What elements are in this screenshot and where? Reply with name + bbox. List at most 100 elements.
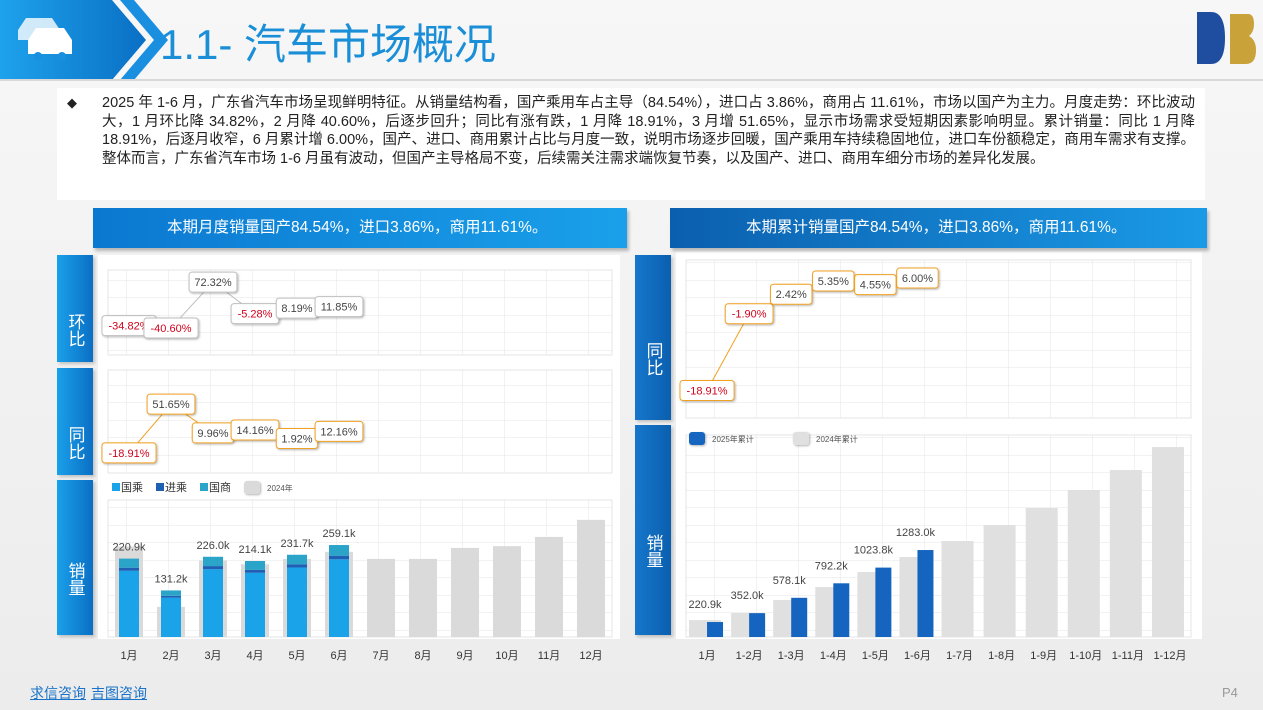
bar-segment xyxy=(707,622,724,637)
data-label: 578.1k xyxy=(773,575,807,587)
summary-text: 2025 年 1-6 月，广东省汽车市场呈现鲜明特征。从销量结构看，国产乘用车占… xyxy=(102,95,1195,167)
x-tick-label: 3月 xyxy=(204,650,221,662)
bar-2024 xyxy=(577,519,605,637)
legend-label: 2024年累计 xyxy=(816,434,858,444)
data-label: -1.90% xyxy=(732,309,767,321)
total-label: 226.0k xyxy=(196,540,230,552)
data-label-box xyxy=(854,274,897,296)
legend-swatch xyxy=(200,483,208,491)
total-label: 220.9k xyxy=(112,542,146,554)
legend-swatch xyxy=(689,432,705,445)
data-label: 5.35% xyxy=(818,276,849,288)
bar-2024 xyxy=(535,536,563,637)
data-label: 2.42% xyxy=(776,289,807,301)
bar-segment xyxy=(119,558,139,568)
bar-2024 xyxy=(367,558,395,637)
x-tick-label: 9月 xyxy=(456,650,473,662)
x-tick-label: 1-3月 xyxy=(778,650,805,662)
data-label: 12.16% xyxy=(320,426,358,438)
bar-2024 xyxy=(451,547,479,637)
x-tick-label: 1月 xyxy=(698,650,715,662)
plot-grid xyxy=(685,434,1192,638)
side-tab: 同比 xyxy=(57,368,93,475)
data-label-box xyxy=(812,270,855,292)
data-label-box xyxy=(724,303,774,325)
legend-swatch xyxy=(793,432,809,445)
total-label: 259.1k xyxy=(322,528,356,540)
x-tick-label: 12月 xyxy=(579,650,602,662)
x-tick-label: 1-8月 xyxy=(988,650,1015,662)
bar-2024 xyxy=(1025,508,1058,637)
bar-segment xyxy=(329,545,349,556)
data-label: 8.19% xyxy=(281,303,312,315)
x-tick-label: 8月 xyxy=(414,650,431,662)
data-label-box xyxy=(896,267,939,289)
logo xyxy=(1197,12,1256,64)
total-label: 131.2k xyxy=(154,573,188,585)
total-label: 231.7k xyxy=(280,538,314,550)
x-tick-label: 1-10月 xyxy=(1069,650,1102,662)
bar-2024 xyxy=(1109,470,1142,637)
bar-segment xyxy=(161,595,181,598)
bar-segment xyxy=(287,567,307,637)
x-tick-label: 1-6月 xyxy=(904,650,931,662)
side-tab: 环比 xyxy=(57,255,93,362)
x-tick-label: 5月 xyxy=(288,650,305,662)
x-tick-label: 1-12月 xyxy=(1153,650,1186,662)
data-label-box xyxy=(146,393,196,415)
bar-segment xyxy=(791,597,808,637)
bar-segment xyxy=(875,567,892,637)
data-label: 6.00% xyxy=(902,273,933,285)
data-label: 9.96% xyxy=(197,428,228,440)
x-tick-label: 7月 xyxy=(372,650,389,662)
data-label-box xyxy=(314,296,364,318)
x-tick-label: 1-11月 xyxy=(1112,650,1144,662)
legend-label: 2024年 xyxy=(267,483,293,493)
data-label: -40.60% xyxy=(151,323,192,335)
data-label: 1283.0k xyxy=(896,527,936,539)
car-icon xyxy=(18,18,72,60)
bar-2024 xyxy=(409,558,437,637)
data-label: 4.55% xyxy=(860,280,891,292)
x-tick-label: 1-9月 xyxy=(1030,650,1057,662)
x-tick-label: 1-4月 xyxy=(820,650,847,662)
data-label: 1.92% xyxy=(281,433,312,445)
bar-segment xyxy=(245,569,265,573)
bar-segment xyxy=(203,569,223,637)
bar-segment xyxy=(203,556,223,567)
bar-segment xyxy=(287,554,307,565)
x-tick-label: 10月 xyxy=(495,650,518,662)
bar-segment xyxy=(329,559,349,637)
data-label: 72.32% xyxy=(194,277,232,289)
data-label: -18.91% xyxy=(109,448,150,460)
bar-segment xyxy=(245,561,265,570)
data-label-box xyxy=(143,317,199,339)
left-banner: 本期月度销量国产84.54%，进口3.86%，商用11.61%。 xyxy=(93,208,627,248)
header-chevron-outline xyxy=(120,0,168,80)
side-tab: 同比 xyxy=(635,255,671,420)
bar-2024 xyxy=(941,541,974,637)
plot-grid xyxy=(107,499,613,638)
data-label: 51.65% xyxy=(152,399,190,411)
legend-label: 国乘 xyxy=(121,481,143,494)
source-link[interactable]: 求信咨询 xyxy=(30,685,86,701)
legend-label: 2025年累计 xyxy=(712,434,754,444)
data-label: -18.91% xyxy=(687,386,728,398)
x-tick-label: 6月 xyxy=(330,650,347,662)
data-label-box xyxy=(769,283,813,305)
side-tab: 销量 xyxy=(57,480,93,635)
right-banner: 本期累计销量国产84.54%，进口3.86%，商用11.61%。 xyxy=(670,208,1207,248)
summary-box: ◆ 2025 年 1-6 月，广东省汽车市场呈现鲜明特征。从销量结构看，国产乘用车… xyxy=(57,88,1205,200)
bar-2024 xyxy=(1151,447,1184,637)
data-label: 352.0k xyxy=(731,590,765,602)
data-label: -5.28% xyxy=(238,309,273,321)
x-tick-label: 1-7月 xyxy=(946,650,973,662)
data-label: 14.16% xyxy=(236,425,274,437)
bar-2024 xyxy=(983,525,1016,637)
page-title: 1.1- 汽车市场概况 xyxy=(160,21,496,68)
bar-segment xyxy=(203,566,223,570)
x-tick-label: 4月 xyxy=(246,650,263,662)
source-link[interactable]: 吉图咨询 xyxy=(91,685,147,701)
bar-segment xyxy=(119,570,139,637)
